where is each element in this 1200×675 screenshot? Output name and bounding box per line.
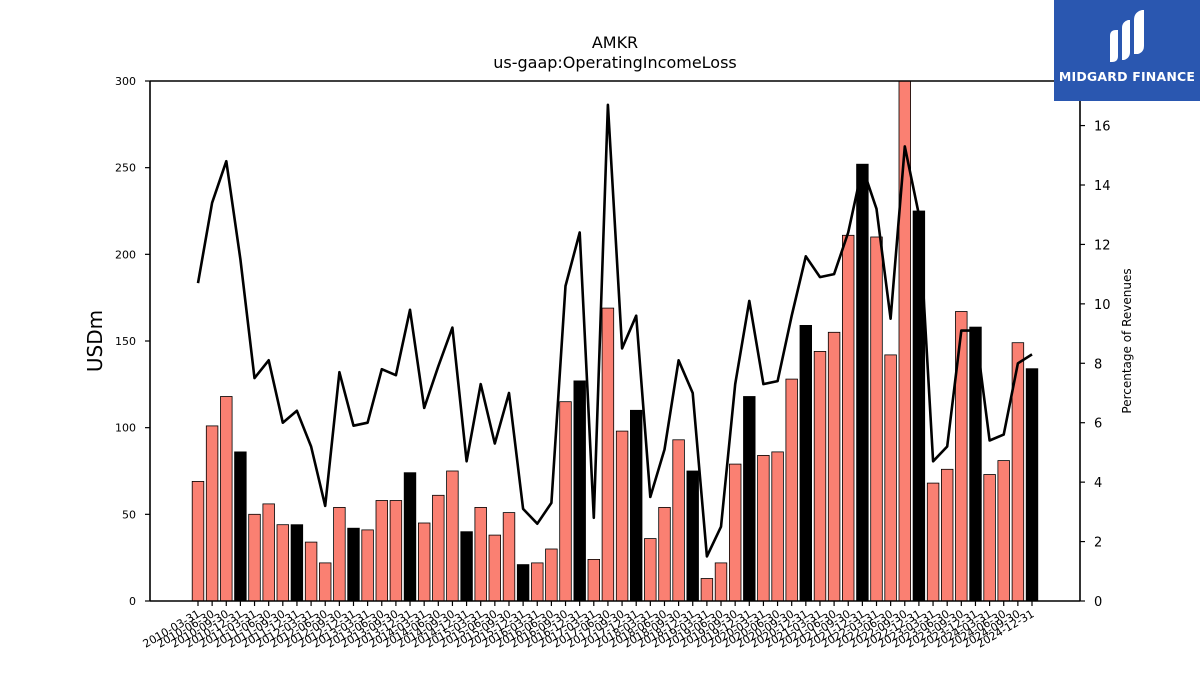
bar [587,559,601,602]
bar [757,454,770,602]
bar [714,562,728,602]
bar [446,470,459,602]
bar [318,562,332,602]
bar [333,506,346,602]
bar-year-end [1025,368,1039,602]
bar [389,500,403,602]
bar-year-end [630,409,643,602]
y2-tick-label: 0 [1094,595,1102,610]
logo-text: MIDGARD FINANCE [1058,69,1196,84]
y-tick-label: 300 [115,75,136,88]
bar [658,506,671,602]
chart-title: AMKR [592,33,638,52]
bar [870,236,883,602]
bar-year-end [290,524,304,602]
bar [729,463,742,602]
bar [997,460,1010,602]
y2-tick-label: 12 [1094,238,1111,253]
bar [304,541,318,602]
y-tick-label: 0 [129,595,136,608]
bar [375,500,389,602]
brand-logo: MIDGARD FINANCE [1054,0,1200,101]
y2-tick-label: 14 [1094,179,1111,194]
chart-subtitle: us-gaap:OperatingIncomeLoss [493,53,737,72]
y2-tick-label: 4 [1094,476,1102,491]
y2-tick-label: 8 [1094,357,1102,372]
bar [545,548,558,602]
bar [771,451,784,602]
bar [531,562,544,602]
bar [488,534,502,602]
bar [941,468,954,602]
bar [361,529,374,602]
y-tick-label: 200 [115,248,136,261]
bar-year-end [686,470,699,602]
bar [615,430,629,602]
y2-tick-label: 2 [1094,536,1102,551]
bar [672,439,685,602]
bar [842,234,855,602]
bar [644,538,657,602]
bar-year-end [403,472,417,602]
bar-year-end [573,380,586,602]
bar [474,506,487,602]
bar [559,401,572,602]
bar-year-end [234,451,247,602]
logo-mark-icon [1110,10,1144,62]
y-axis-label: USDm [83,310,107,372]
bar [700,578,714,602]
y2-tick-label: 6 [1094,417,1102,432]
bar [785,378,798,602]
y2-axis-label: Percentage of Revenues [1120,268,1134,413]
bar-year-end [743,396,756,602]
bar [205,425,219,602]
bar [601,307,615,602]
bar [884,354,897,602]
bar [926,482,940,602]
bar-year-end [347,527,360,602]
bar [827,331,841,602]
bar [502,512,516,602]
bar [432,494,445,602]
ratio-line [196,103,1033,558]
bar [220,396,233,602]
bar [191,480,205,602]
y2-tick-label: 16 [1094,120,1111,135]
y-tick-label: 150 [115,335,136,348]
y-tick-label: 250 [115,162,136,175]
bar [983,474,996,602]
bar [813,350,827,602]
bars-group [191,80,1039,602]
y2-tick-label: 10 [1094,298,1111,313]
y-tick-label: 50 [122,508,136,521]
bar-year-end [460,531,473,602]
line-group [196,103,1033,558]
bar [248,513,261,602]
bar-year-end [856,163,869,602]
bar-year-end [516,564,530,602]
bar [262,503,275,602]
bar-year-end [799,324,813,602]
bar [417,522,431,602]
y-tick-label: 100 [115,422,136,435]
bar [276,524,290,602]
